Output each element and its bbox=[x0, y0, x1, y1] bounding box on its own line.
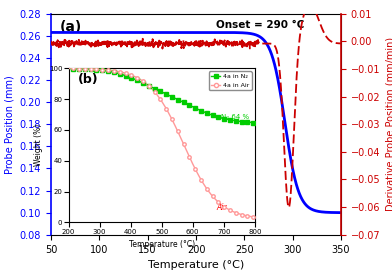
Y-axis label: Derivative Probe Position (mm/min): Derivative Probe Position (mm/min) bbox=[386, 37, 392, 211]
Text: (b): (b) bbox=[78, 73, 98, 86]
X-axis label: Temperature (°C): Temperature (°C) bbox=[148, 260, 244, 270]
Text: (a): (a) bbox=[60, 20, 82, 34]
Legend: 4a in N₂, 4a in Air: 4a in N₂, 4a in Air bbox=[209, 71, 252, 90]
Y-axis label: Probe Position (mm): Probe Position (mm) bbox=[4, 75, 14, 174]
Text: Air: Air bbox=[216, 203, 227, 212]
Text: N₂ 64 %: N₂ 64 % bbox=[221, 114, 249, 120]
Y-axis label: Weight (%): Weight (%) bbox=[34, 124, 43, 167]
Text: Onset = 290 °C: Onset = 290 °C bbox=[216, 20, 305, 30]
X-axis label: Temperature (°C): Temperature (°C) bbox=[129, 240, 195, 249]
